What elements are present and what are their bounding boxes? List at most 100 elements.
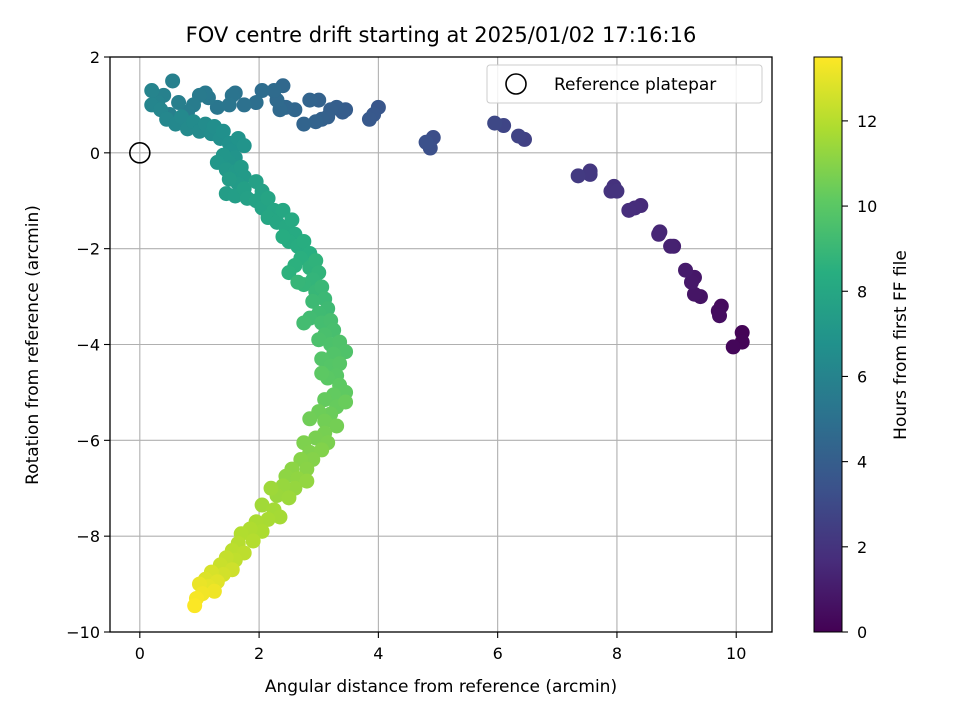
data-point (582, 166, 598, 182)
data-point (511, 128, 527, 144)
colorbar-tick-label: 6 (857, 367, 867, 386)
x-tick-label: 10 (726, 644, 746, 663)
data-point (725, 339, 741, 355)
data-point (296, 315, 312, 331)
y-tick-label: −2 (76, 240, 100, 259)
data-points (144, 73, 750, 614)
data-point (299, 473, 315, 489)
y-tick-label: −6 (76, 431, 100, 450)
colorbar: 0 2 4 6 8 10 12 Hours from first FF file (813, 56, 911, 642)
data-point (236, 97, 252, 113)
data-point (299, 461, 315, 477)
data-point (254, 497, 270, 513)
data-point (281, 490, 297, 506)
colorbar-tick-label: 4 (857, 453, 867, 472)
data-point (254, 83, 270, 99)
data-point (260, 190, 276, 206)
data-point (570, 168, 586, 184)
colorbar-tick-label: 8 (857, 282, 867, 301)
data-point (418, 134, 434, 150)
data-point (314, 279, 330, 295)
data-point (686, 286, 702, 302)
data-point (296, 233, 312, 249)
legend-marker (505, 73, 527, 95)
x-tick-label: 8 (612, 644, 622, 663)
data-point (317, 392, 333, 408)
data-point (272, 509, 288, 525)
data-point (275, 229, 291, 245)
data-point (338, 344, 354, 360)
data-point (245, 533, 261, 549)
x-axis-ticks: 0 2 4 6 8 10 (135, 632, 746, 663)
chart-title: FOV centre drift starting at 2025/01/02 … (186, 23, 697, 47)
data-point (165, 73, 181, 89)
data-point (263, 480, 279, 496)
data-point (302, 92, 318, 108)
x-tick-label: 4 (373, 644, 383, 663)
colorbar-label: Hours from first FF file (891, 250, 911, 440)
y-tick-label: 2 (90, 48, 100, 67)
data-point (290, 274, 306, 290)
data-point (236, 138, 252, 154)
data-point (171, 95, 187, 111)
data-point (209, 99, 225, 115)
y-tick-label: −8 (76, 527, 100, 546)
data-point (260, 511, 276, 527)
colorbar-gradient (813, 56, 843, 633)
colorbar-tick-label: 10 (857, 197, 877, 216)
data-point (275, 202, 291, 218)
data-point (248, 95, 264, 111)
data-point (187, 598, 203, 614)
reference-platepar-marker (129, 142, 151, 164)
data-point (221, 97, 237, 113)
data-point (302, 411, 318, 427)
grid (110, 56, 772, 633)
data-point (311, 332, 327, 348)
data-point (221, 171, 237, 187)
x-tick-label: 2 (254, 644, 264, 663)
colorbar-ticks: 0 2 4 6 8 10 12 (842, 112, 877, 642)
data-point (215, 123, 231, 139)
legend: Reference platepar (486, 64, 763, 104)
data-point (317, 413, 333, 429)
y-axis-ticks: −10 −8 −6 −4 −2 0 2 (66, 48, 110, 642)
data-point (314, 442, 330, 458)
data-point (144, 83, 160, 99)
data-point (284, 212, 300, 228)
x-axis-label: Angular distance from reference (arcmin) (265, 677, 617, 697)
data-point (266, 83, 282, 99)
data-point (329, 418, 345, 434)
data-point (308, 430, 324, 446)
data-point (651, 226, 667, 242)
colorbar-tick-label: 2 (857, 538, 867, 557)
data-point (609, 183, 625, 199)
colorbar-tick-label: 0 (857, 623, 867, 642)
y-axis-label: Rotation from reference (arcmin) (23, 205, 43, 485)
data-point (361, 111, 377, 127)
data-point (206, 583, 222, 599)
x-tick-label: 6 (493, 644, 503, 663)
data-point (281, 265, 297, 281)
y-tick-label: −4 (76, 336, 100, 355)
data-point (678, 262, 694, 278)
data-point (174, 109, 190, 125)
y-tick-label: 0 (90, 144, 100, 163)
y-tick-label: −10 (66, 623, 100, 642)
data-point (305, 293, 321, 309)
data-point (332, 356, 348, 372)
legend-label: Reference platepar (554, 75, 716, 95)
data-point (487, 115, 503, 131)
data-point (712, 308, 728, 324)
data-point (683, 274, 699, 290)
data-point (254, 523, 270, 539)
colorbar-tick-label: 12 (857, 112, 877, 131)
data-point (308, 114, 324, 130)
data-point (663, 238, 679, 254)
data-point (296, 116, 312, 132)
data-point (308, 253, 324, 269)
legend-box (486, 64, 763, 104)
data-point (621, 202, 637, 218)
data-point (314, 365, 330, 381)
x-tick-label: 0 (135, 644, 145, 663)
